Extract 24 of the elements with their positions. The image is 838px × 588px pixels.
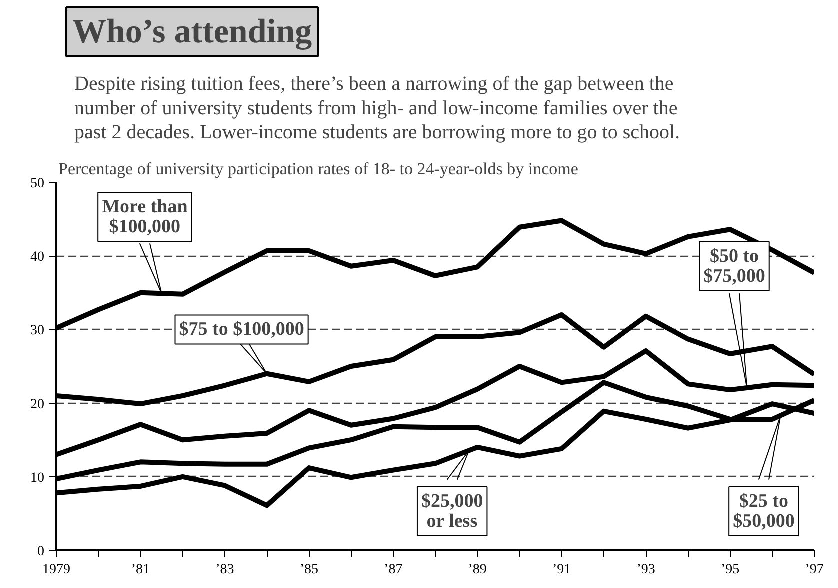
text: $25 to $50,000 [733,491,795,532]
x-tick-label: ’95 [720,562,740,578]
chart-title: Who’s attending [72,14,312,50]
x-tick-label: ’97 [805,562,824,578]
x-tick-label: ’83 [216,562,234,578]
x-tick-label: ’89 [468,562,487,578]
chart-subtitle: Despite rising tuition fees, there’s been a narrowing of the gap between the number of university students from high- and low-income families over the past 2 decades. Lower-income students are borrowing more to go to school. [74,73,680,144]
y-tick-label: 40 [30,250,44,266]
y-tick-label: 10 [30,470,44,486]
x-tick-label: 1979 [42,562,70,578]
x-tick-label: ’91 [552,562,572,578]
text: $75 to $100,000 [179,319,304,340]
y-tick-label: 30 [30,324,44,339]
legend-label: $25,000 or less [421,491,484,532]
y-tick-label: 0 [38,544,44,560]
y-tick-label: 50 [30,176,44,192]
x-tick-label: ’81 [131,562,150,578]
text: $50 to $75,000 [704,246,766,287]
text: More than $100,000 [102,196,188,238]
x-tick-label: ’93 [636,562,656,578]
x-tick-label: ’87 [384,562,403,578]
y-tick-label: 20 [30,397,44,412]
x-tick-label: ’85 [300,562,319,578]
y-axis-title: Percentage of university participation rates of 18- to 24-year-olds by income [58,160,578,178]
